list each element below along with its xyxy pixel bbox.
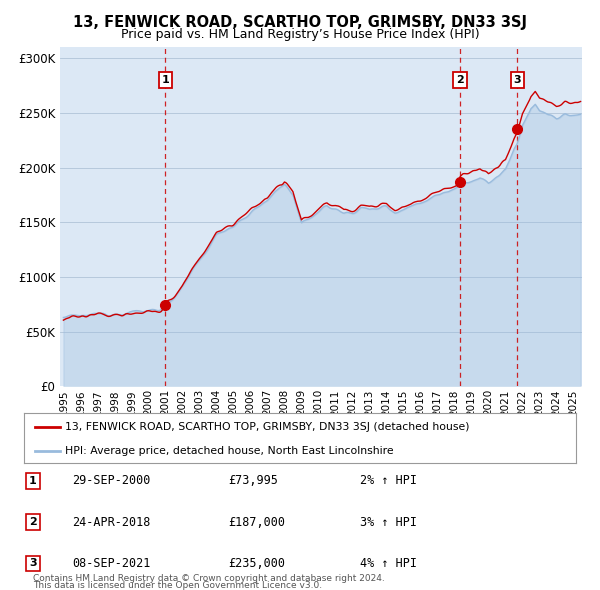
- Text: £235,000: £235,000: [228, 557, 285, 570]
- Text: 2: 2: [29, 517, 37, 527]
- Text: This data is licensed under the Open Government Licence v3.0.: This data is licensed under the Open Gov…: [33, 581, 322, 590]
- Text: Contains HM Land Registry data © Crown copyright and database right 2024.: Contains HM Land Registry data © Crown c…: [33, 574, 385, 583]
- Text: 08-SEP-2021: 08-SEP-2021: [72, 557, 151, 570]
- Text: 4% ↑ HPI: 4% ↑ HPI: [360, 557, 417, 570]
- Text: £73,995: £73,995: [228, 474, 278, 487]
- Text: 13, FENWICK ROAD, SCARTHO TOP, GRIMSBY, DN33 3SJ: 13, FENWICK ROAD, SCARTHO TOP, GRIMSBY, …: [73, 15, 527, 30]
- Text: 13, FENWICK ROAD, SCARTHO TOP, GRIMSBY, DN33 3SJ (detached house): 13, FENWICK ROAD, SCARTHO TOP, GRIMSBY, …: [65, 422, 470, 432]
- Text: 2: 2: [456, 75, 464, 85]
- Text: 29-SEP-2000: 29-SEP-2000: [72, 474, 151, 487]
- Text: £187,000: £187,000: [228, 516, 285, 529]
- Text: 24-APR-2018: 24-APR-2018: [72, 516, 151, 529]
- Text: HPI: Average price, detached house, North East Lincolnshire: HPI: Average price, detached house, Nort…: [65, 445, 394, 455]
- Text: Price paid vs. HM Land Registry’s House Price Index (HPI): Price paid vs. HM Land Registry’s House …: [121, 28, 479, 41]
- Text: 1: 1: [161, 75, 169, 85]
- Text: 3: 3: [29, 559, 37, 568]
- Text: 3% ↑ HPI: 3% ↑ HPI: [360, 516, 417, 529]
- Text: 2% ↑ HPI: 2% ↑ HPI: [360, 474, 417, 487]
- Text: 3: 3: [514, 75, 521, 85]
- Text: 1: 1: [29, 476, 37, 486]
